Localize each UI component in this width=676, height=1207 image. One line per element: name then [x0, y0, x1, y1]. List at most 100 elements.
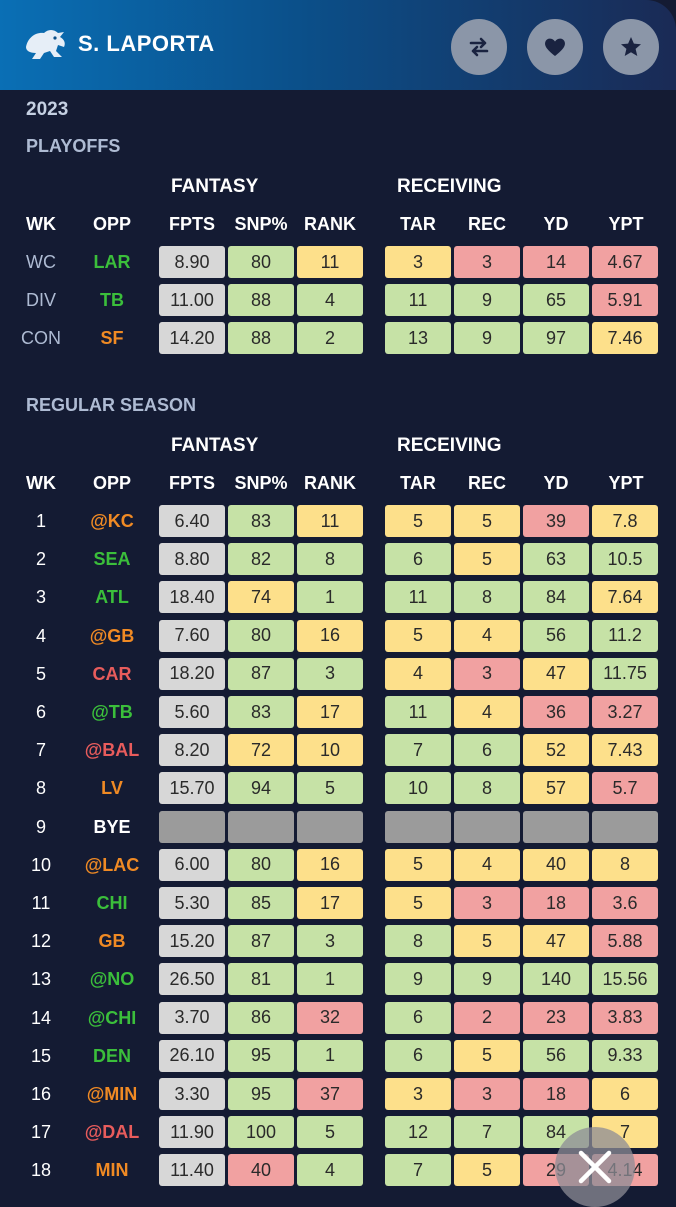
swap-button[interactable] [451, 19, 507, 75]
yards-per-target-cell: 5.7 [592, 772, 658, 805]
opponent-label: @BAL [84, 740, 140, 761]
targets-cell: 5 [385, 619, 451, 652]
snap-pct-cell [228, 810, 294, 843]
week-label: 12 [30, 931, 52, 952]
yards-cell: 84 [523, 581, 589, 614]
fpts-cell: 18.40 [159, 581, 225, 614]
week-label: 11 [31, 893, 51, 913]
receiving-group-label: RECEIVING [397, 435, 502, 456]
favorite-button[interactable] [527, 19, 583, 75]
yards-cell: 18 [523, 887, 589, 919]
yards-per-target-cell: 8 [592, 848, 658, 881]
receptions-cell: 8 [454, 581, 520, 614]
opponent-label: TB [100, 290, 124, 311]
receptions-cell: 5 [454, 1039, 520, 1072]
receptions-cell: 3 [454, 887, 520, 919]
snap-pct-cell: 72 [228, 734, 294, 767]
rank-cell: 16 [297, 848, 363, 881]
fpts-cell: 15.70 [159, 772, 225, 805]
snap-pct-cell: 83 [228, 696, 294, 728]
fpts-cell: 7.60 [159, 619, 225, 652]
column-header-ypt: YPT [608, 214, 644, 234]
yards-per-target-cell: 15.56 [592, 963, 658, 996]
targets-cell: 9 [385, 963, 451, 996]
week-label: WC [26, 252, 56, 272]
yards-cell: 56 [523, 619, 589, 652]
column-header-opp: OPP [92, 214, 131, 234]
snap-pct-cell: 95 [228, 1078, 294, 1110]
rank-cell: 37 [297, 1078, 363, 1110]
yards-per-target-cell [592, 810, 658, 843]
receptions-cell: 6 [454, 734, 520, 767]
yards-cell: 57 [523, 772, 589, 805]
fpts-cell: 11.40 [159, 1154, 225, 1187]
column-header-snp-pct: SNP% [234, 214, 288, 234]
rank-cell: 1 [297, 1039, 363, 1072]
yards-per-target-cell: 5.91 [592, 284, 658, 317]
snap-pct-cell: 83 [228, 505, 294, 537]
week-label: 3 [35, 587, 46, 608]
column-header-yd: YD [543, 473, 569, 493]
column-header-tar: TAR [400, 214, 436, 234]
week-label: DIV [25, 290, 56, 311]
opponent-label: @DAL [84, 1122, 140, 1143]
fpts-cell: 3.30 [159, 1078, 225, 1110]
fpts-cell: 11.90 [159, 1116, 225, 1149]
close-button[interactable] [555, 1127, 635, 1207]
receptions-cell: 3 [454, 246, 520, 278]
fantasy-group-label: FANTASY [171, 176, 259, 197]
targets-cell: 8 [385, 925, 451, 958]
yards-per-target-cell: 11.75 [592, 657, 658, 690]
fpts-cell: 8.90 [159, 246, 225, 278]
rank-cell: 4 [297, 284, 363, 317]
season-year: 2023 [26, 99, 69, 120]
column-header-wk: WK [26, 214, 56, 234]
receptions-cell: 9 [454, 284, 520, 317]
receptions-cell: 9 [454, 322, 520, 355]
column-header-fpts: FPTS [168, 214, 215, 234]
column-header-snp-pct: SNP% [234, 473, 288, 493]
yards-cell: 47 [523, 925, 589, 958]
receptions-cell: 5 [454, 925, 520, 958]
yards-cell: 52 [523, 734, 589, 767]
targets-cell: 11 [385, 696, 451, 728]
fpts-cell: 6.00 [159, 848, 225, 881]
yards-cell: 65 [523, 284, 589, 317]
yards-cell: 56 [523, 1039, 589, 1072]
yards-cell: 23 [523, 1001, 589, 1034]
receptions-cell: 4 [454, 619, 520, 652]
fpts-cell: 8.20 [159, 734, 225, 767]
week-label: 18 [30, 1160, 52, 1181]
targets-cell [385, 810, 451, 843]
rank-cell: 4 [297, 1154, 363, 1187]
week-label: 14 [30, 1007, 52, 1028]
opponent-label: @CHI [87, 1007, 137, 1028]
yards-per-target-cell: 11.2 [592, 619, 658, 652]
fpts-cell: 8.80 [159, 543, 225, 576]
week-label: CON [21, 328, 61, 349]
snap-pct-cell: 85 [228, 887, 294, 919]
targets-cell: 12 [385, 1116, 451, 1149]
column-header-opp: OPP [92, 473, 131, 493]
column-header-rank: RANK [304, 214, 356, 234]
receptions-cell: 5 [454, 543, 520, 576]
targets-cell: 11 [385, 581, 451, 614]
receptions-cell: 9 [454, 963, 520, 996]
opponent-label: LV [101, 778, 123, 799]
column-header-fpts: FPTS [168, 473, 215, 493]
week-label: 9 [35, 816, 46, 837]
column-header-rank: RANK [304, 473, 356, 493]
yards-cell [523, 810, 589, 843]
fpts-cell: 6.40 [159, 505, 225, 537]
heart-icon [545, 38, 565, 56]
player-name: S. LAPORTA [78, 31, 215, 56]
snap-pct-cell: 80 [228, 246, 294, 278]
star-button[interactable] [603, 19, 659, 75]
yards-per-target-cell: 3.6 [592, 887, 658, 919]
week-label: 5 [35, 663, 46, 684]
receptions-cell: 7 [454, 1116, 520, 1149]
column-header-ypt: YPT [608, 473, 644, 493]
yards-cell: 18 [523, 1078, 589, 1110]
snap-pct-cell: 95 [228, 1039, 294, 1072]
opponent-label: MIN [95, 1160, 129, 1181]
